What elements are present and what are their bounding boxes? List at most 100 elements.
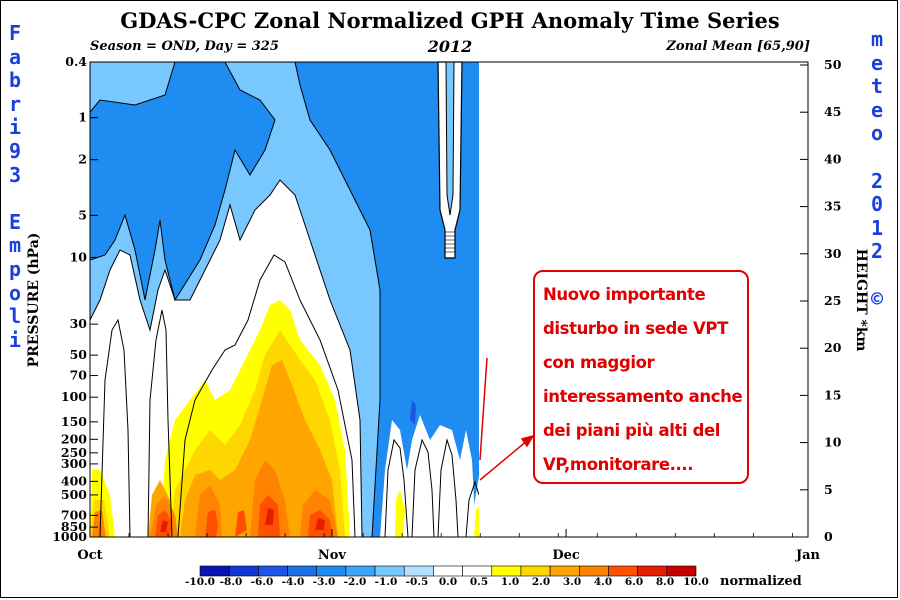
pressure-tick-label: 10: [70, 249, 88, 264]
colorbar-swatch: [316, 565, 347, 577]
right-signature-char: 2: [870, 168, 884, 193]
right-signature-char: e: [870, 50, 884, 75]
height-tick-label: 50: [824, 57, 842, 72]
right-signature-char: 0: [870, 192, 884, 217]
colorbar-tick-label: 0.5: [470, 576, 488, 588]
contour-line: [90, 179, 363, 537]
pressure-tick-label: 100: [61, 389, 87, 404]
height-tick-label: 5: [824, 482, 833, 497]
colorbar-swatch: [374, 565, 405, 577]
colorbar-swatch: [403, 565, 434, 577]
colorbar-tick-label: -3.0: [313, 576, 336, 588]
pressure-tick-label: 400: [61, 473, 87, 488]
colorbar-swatch: [578, 565, 609, 577]
pressure-tick-label: 500: [61, 487, 87, 502]
annotation-box: Nuovo importante disturbo in sede VPT con …: [533, 270, 749, 484]
contour-pos-05-right: [395, 490, 405, 537]
right-signature-char: t: [870, 74, 884, 99]
y2-axis-title: HEIGHT *km: [853, 249, 869, 352]
colorbar-swatch: [199, 565, 230, 577]
colorbar-tick-label: 2.0: [532, 576, 550, 588]
height-tick-label: 25: [824, 293, 841, 308]
contour-pos-6-a: [160, 520, 168, 532]
annotation-arrows: [479, 357, 535, 481]
zonal-mean-subtitle: Zonal Mean [65,90]: [666, 39, 810, 54]
left-signature-char: r: [8, 91, 22, 116]
vortex-spike: [437, 61, 463, 259]
left-signature-char: F: [8, 21, 22, 45]
colorbar-swatch: [433, 565, 463, 577]
pressure-tick-label: 250: [61, 445, 87, 460]
colorbar-label: normalized: [720, 574, 802, 589]
left-signature-char: l: [8, 304, 22, 329]
pressure-tick-label: 0.4: [65, 54, 87, 69]
time-axis: Oct Nov Dec Jan: [77, 529, 821, 563]
height-tick-label: 15: [824, 387, 841, 402]
pressure-tick-label: 5: [78, 207, 87, 222]
contour-line: [99, 318, 131, 537]
annotation-line: con maggior: [543, 353, 655, 372]
contour-line: [90, 62, 276, 302]
plot-border: [89, 61, 809, 538]
right-signature-char: e: [870, 97, 884, 122]
colorbar-tick-label: -1.0: [375, 576, 398, 588]
contour-neg-2-patch: [410, 400, 416, 425]
colorbar-swatch: [345, 565, 376, 577]
colorbar-swatch: [666, 565, 697, 577]
contour-line: [411, 438, 435, 537]
pressure-tick-label: 50: [70, 347, 88, 362]
colorbar-tick-label: -6.0: [251, 576, 274, 588]
contour-line: [437, 438, 459, 537]
contour-line: [294, 62, 381, 537]
colorbar-swatch: [287, 565, 318, 577]
annotation-line: Nuovo importante: [543, 285, 706, 304]
right-signature-char: 1: [870, 215, 884, 240]
colorbar-swatch: [462, 565, 493, 577]
contour-pos-3-e: [92, 510, 106, 537]
height-tick-label: 35: [824, 199, 841, 214]
contour-pos-2: [180, 360, 338, 537]
contour-line: [384, 438, 409, 537]
contour-line: [177, 254, 356, 537]
y-axis-title: PRESSURE (hPa): [26, 233, 42, 368]
pressure-tick-label: 850: [61, 519, 87, 534]
contour-pos-05-edge: [474, 505, 480, 537]
colorbar-tick-label: -8.0: [220, 576, 243, 588]
left-signature-char: i: [8, 115, 22, 140]
colorbar-tick-label: -2.0: [344, 576, 367, 588]
colorbar-tick-label: 3.0: [563, 576, 581, 588]
contour-pos-6-b: [265, 508, 274, 525]
contour-line: [147, 309, 173, 537]
colorbar-tick-label: -0.5: [406, 576, 429, 588]
height-tick-label: 20: [824, 340, 842, 355]
colorbar-swatch: [491, 565, 522, 577]
colorbar-tick-label: 4.0: [594, 576, 612, 588]
colorbar-tick-label: -10.0: [185, 576, 215, 588]
height-tick-label: 10: [824, 435, 842, 450]
colorbar-tick-label: 1.0: [501, 576, 519, 588]
colorbar-tick-label: 6.0: [625, 576, 643, 588]
pressure-tick-label: 2: [78, 152, 87, 167]
season-subtitle: Season = OND, Day = 325: [90, 39, 279, 54]
colorbar-tick-label: 8.0: [656, 576, 674, 588]
pressure-tick-label: 1000: [52, 529, 87, 544]
height-tick-label: 30: [824, 246, 842, 261]
spike-hatching: [445, 231, 455, 253]
colorbar-swatch: [228, 565, 259, 577]
right-signature-char: 2: [870, 239, 884, 264]
contour-pos-4-d: [205, 510, 218, 537]
contour-pos-4-e: [235, 510, 247, 537]
time-tick-label: Oct: [77, 548, 102, 563]
colorbar-swatch: [258, 565, 288, 577]
height-tick-label: 45: [824, 104, 841, 119]
annotation-line: disturbo in sede VPT: [543, 319, 728, 338]
pressure-tick-label: 300: [61, 456, 87, 471]
pressure-tick-label: 200: [61, 431, 87, 446]
colorbar-tick-label: 10.0: [683, 576, 709, 588]
colorbar-tick-label: -4.0: [282, 576, 305, 588]
left-signature-char: 9: [8, 138, 22, 163]
right-signature-char: o: [870, 121, 884, 146]
